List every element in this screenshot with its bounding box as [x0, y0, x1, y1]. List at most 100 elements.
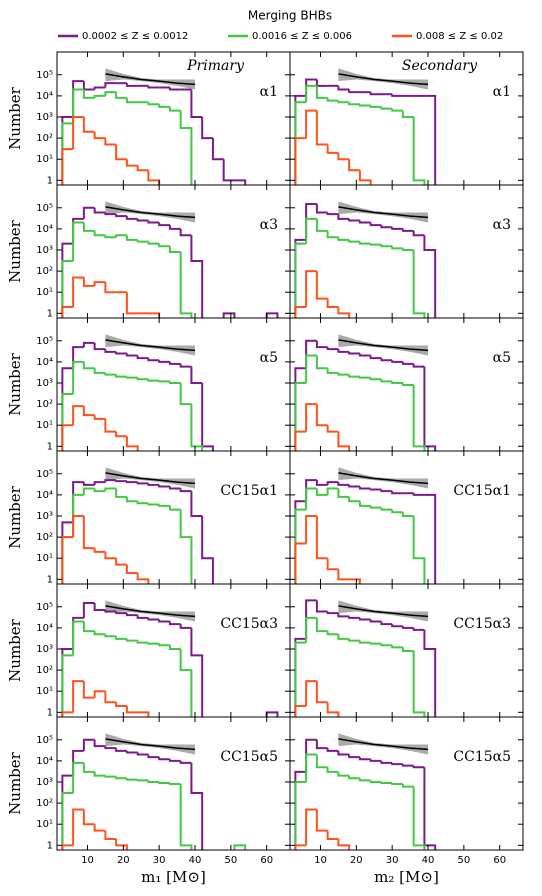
histogram-bin [168, 759, 181, 762]
histogram-bin [391, 624, 403, 628]
histogram-bin [391, 360, 403, 363]
histogram-bin [265, 711, 279, 717]
y-tick-label: 10¹ [36, 154, 53, 165]
fit-band [105, 467, 196, 489]
panel-label: α1 [260, 84, 278, 100]
fit-band [105, 733, 196, 755]
x-tick-label: 30 [386, 855, 399, 866]
histogram-bin [348, 374, 360, 378]
histogram-bin [358, 757, 371, 761]
histogram-bin [147, 379, 160, 382]
y-tick-label: 10¹ [36, 553, 53, 564]
histogram-bin [115, 636, 127, 640]
fit-band [105, 201, 196, 223]
histogram-bin [82, 681, 95, 699]
y-tick-label: 10¹ [36, 819, 53, 830]
histogram-bin [104, 830, 117, 840]
y-axis-label: Number [6, 618, 24, 681]
histogram-bin [423, 235, 437, 318]
histogram-bin [137, 711, 150, 717]
y-tick-label: 10² [36, 532, 53, 543]
histogram-bin [82, 81, 95, 91]
fit-line [105, 605, 196, 618]
histogram-bin [82, 116, 95, 133]
histogram-bin [179, 648, 193, 717]
histogram-bin [82, 602, 95, 618]
histogram-bin [401, 764, 414, 767]
y-tick-label: 10⁵ [36, 203, 53, 214]
histogram-bin [136, 572, 150, 584]
y-tick-label: 10² [36, 266, 53, 277]
panel: 1 10¹ 10² 10³ 10⁴ 10⁵ α1 Primary Number [6, 51, 291, 186]
histogram-bin [337, 613, 350, 618]
histogram-bin [115, 144, 127, 161]
histogram-bin [423, 629, 437, 717]
histogram-bin [61, 536, 74, 584]
x-tick-label: 60 [493, 855, 506, 866]
y-tick-label: 10³ [36, 378, 53, 389]
histogram-bin [125, 481, 138, 484]
histogram-bin [190, 627, 204, 717]
histogram-bin [305, 84, 317, 103]
histogram-bin [348, 775, 360, 780]
fit-line [338, 206, 429, 219]
histogram-bin [61, 711, 74, 717]
histogram-bin [179, 382, 192, 406]
fit-line [105, 339, 196, 352]
histogram-bin [369, 355, 382, 360]
histogram-bin [315, 480, 328, 486]
panel-label: CC15α1 [220, 483, 278, 499]
histogram-bin [294, 641, 307, 717]
histogram-bin [349, 578, 361, 584]
histogram-bin [125, 778, 138, 781]
histogram-bin [72, 405, 84, 426]
panel-label: CC15α1 [453, 483, 511, 499]
histogram-bin [179, 228, 192, 237]
histogram-bin [391, 227, 403, 230]
y-tick-label: 10⁵ [36, 469, 53, 480]
histogram-bin [93, 631, 106, 636]
histogram-bin [158, 222, 170, 227]
histogram-bin [337, 237, 350, 241]
histogram-bin [136, 752, 149, 756]
histogram-bin [358, 353, 371, 357]
histogram-bin [326, 767, 339, 773]
y-tick-label: 10⁵ [36, 735, 53, 746]
histogram-bin [358, 778, 371, 782]
histogram-bin [358, 501, 371, 507]
histogram-bin [82, 515, 95, 550]
histogram-bin [315, 488, 328, 496]
histogram-bin [115, 374, 127, 378]
histogram-bin [294, 137, 307, 185]
histogram-bin [61, 774, 74, 850]
histogram-bin [93, 824, 106, 832]
histogram-bin [125, 750, 138, 754]
histogram-bin [337, 750, 350, 756]
histogram-bin [104, 479, 117, 483]
panel: CC15α1 [289, 450, 524, 585]
panel-label: α5 [493, 350, 511, 366]
histogram-bin [369, 222, 382, 227]
histogram-bin [326, 298, 339, 308]
histogram-bin [93, 415, 106, 420]
panel: 1 10¹ 10² 10³ 10⁴ 10⁵ 10 20 30 40 50 60 CC15α5 Number… [6, 716, 291, 886]
x-tick-label: 50 [457, 855, 470, 866]
panel-label: α3 [493, 217, 511, 233]
histogram-bin [294, 430, 307, 451]
histogram-bin [294, 704, 307, 717]
x-tick-label: 40 [189, 855, 202, 866]
panel-label: CC15α5 [453, 749, 511, 765]
histogram-bin [104, 138, 117, 146]
histogram-bin [348, 239, 360, 243]
histogram-bin [61, 122, 74, 185]
histogram-bin [61, 654, 74, 717]
histogram-bin [337, 372, 350, 376]
y-axis-label: Number [6, 485, 24, 548]
fit-line [105, 73, 196, 86]
y-tick-label: 10² [36, 399, 53, 410]
histogram-bin [136, 165, 149, 172]
panel: 1 10¹ 10² 10³ 10⁴ 10⁵ CC15α3 Number [6, 583, 291, 718]
x-tick-label: 20 [350, 855, 363, 866]
histogram-bin [179, 760, 192, 764]
y-tick-label: 10² [36, 665, 53, 676]
